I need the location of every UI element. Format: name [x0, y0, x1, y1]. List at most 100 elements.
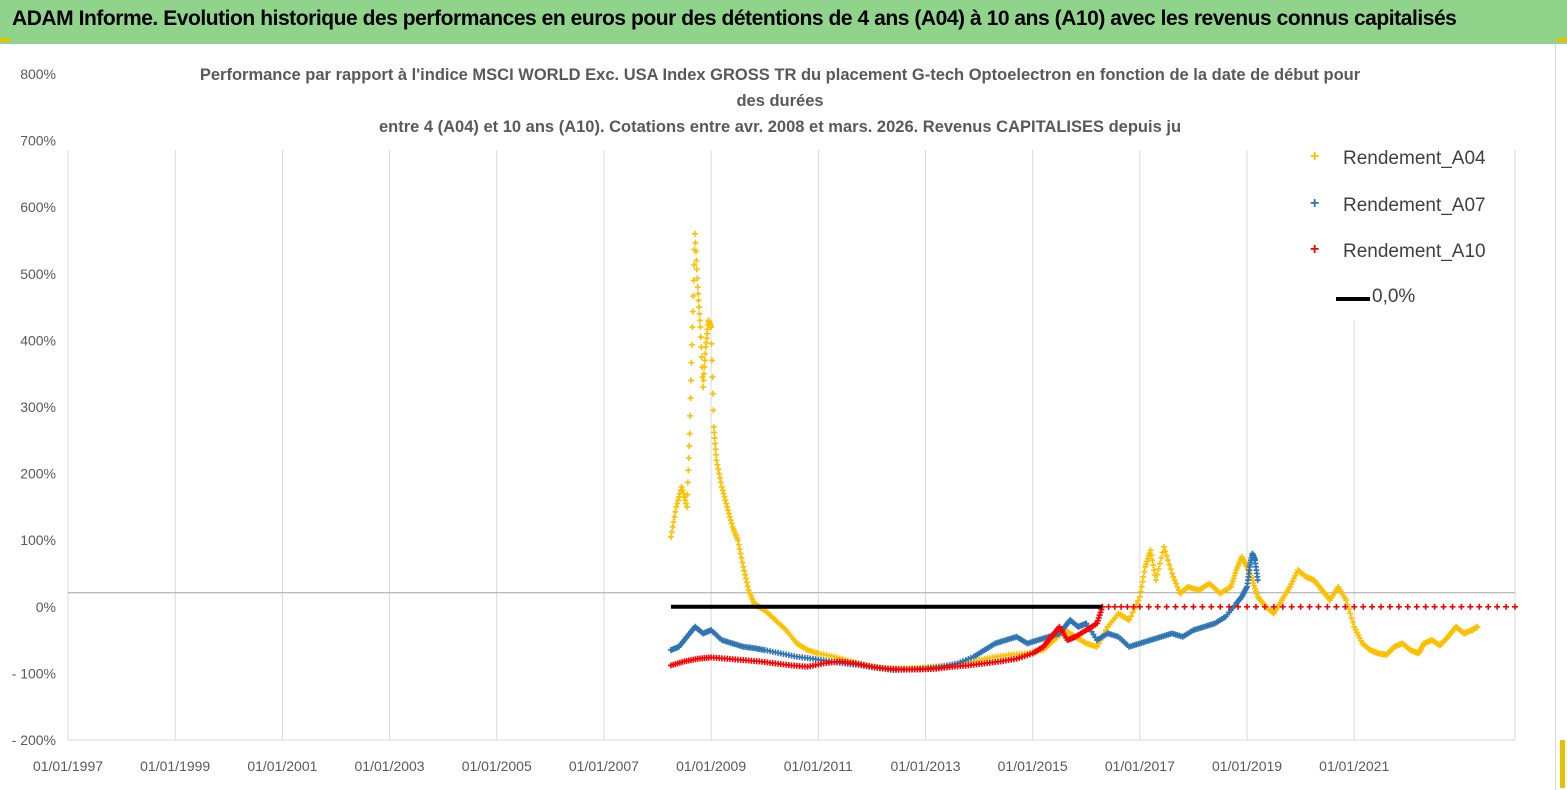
y-tick-label: 200%	[20, 466, 56, 482]
point-a04	[689, 324, 696, 331]
point-a04-interp	[690, 293, 697, 299]
point-a10	[1244, 603, 1251, 610]
corner-marker-tr	[1557, 38, 1567, 42]
x-tick-label: 01/01/2011	[784, 758, 853, 774]
chart-title: Performance par rapport à l'indice MSCI …	[150, 62, 1410, 140]
point-a04-interp	[736, 546, 743, 553]
point-a10	[1458, 603, 1465, 610]
point-a10-interp	[1476, 603, 1483, 610]
point-a10	[1351, 603, 1358, 610]
point-a04-interp	[675, 497, 682, 504]
chart-legend: + Rendement_A04 + Rendement_A07 + Rendem…	[1280, 140, 1510, 320]
point-a04-interp	[1171, 577, 1178, 584]
point-a04-interp	[720, 490, 727, 497]
point-a10-interp	[1449, 603, 1456, 610]
x-tick-label: 01/01/2009	[676, 758, 746, 774]
point-a10-interp	[1124, 603, 1131, 610]
point-a10-interp	[1208, 603, 1215, 610]
point-a04-interp	[717, 475, 724, 482]
point-a04-interp	[687, 412, 694, 419]
point-a10-interp	[1360, 603, 1367, 610]
x-tick-label: 01/01/2017	[1105, 758, 1175, 774]
point-a04-interp	[742, 575, 749, 582]
point-a04-interp	[737, 550, 744, 557]
point-a04-interp	[670, 518, 677, 525]
header-banner: ADAM Informe. Evolution historique des p…	[0, 0, 1567, 44]
point-a04-interp	[715, 466, 722, 473]
point-a04	[740, 563, 747, 570]
point-a04-interp	[674, 500, 681, 507]
point-a04-interp	[687, 395, 694, 402]
point-a04-interp	[726, 513, 733, 520]
corner-marker-br	[1560, 740, 1565, 788]
point-a10-interp	[1386, 603, 1393, 610]
point-a10-interp	[1324, 603, 1331, 610]
chart-title-line-3: entre 4 (A04) et 10 ans (A10). Cotations…	[378, 118, 1182, 136]
point-a04-interp	[716, 470, 723, 477]
point-a04-interp	[1154, 571, 1161, 578]
point-a04-interp	[1150, 562, 1157, 569]
point-a04-interp	[1166, 561, 1173, 568]
legend-marker-a10: +	[1310, 241, 1320, 258]
x-tick-label: 01/01/1997	[33, 758, 103, 774]
point-a10-interp	[1105, 603, 1112, 610]
point-a10-interp	[1118, 603, 1125, 610]
point-a04-interp	[685, 455, 692, 462]
point-a10-interp	[1145, 603, 1152, 610]
point-a10-interp	[1172, 603, 1179, 610]
point-a10-interp	[1485, 603, 1492, 610]
point-a10-interp	[1306, 603, 1313, 610]
point-a04-interp	[739, 559, 746, 566]
point-a04	[1160, 543, 1167, 550]
point-a04-interp	[700, 377, 707, 384]
point-a04-interp	[701, 364, 708, 371]
point-a04-interp	[1156, 560, 1163, 567]
point-a04-interp	[689, 308, 696, 315]
point-a10-interp	[1378, 603, 1385, 610]
point-a10-interp	[1130, 603, 1137, 610]
point-a04-interp	[683, 500, 690, 507]
point-a04-interp	[699, 374, 706, 381]
point-a04-interp	[694, 275, 701, 282]
point-a04	[1126, 617, 1133, 624]
point-a04-interp	[725, 510, 732, 517]
point-a04-interp	[702, 350, 709, 357]
point-a10-interp	[1467, 603, 1474, 610]
point-a04-interp	[709, 390, 716, 397]
x-tick-label: 01/01/2001	[247, 758, 317, 774]
point-a10-interp	[1440, 603, 1447, 610]
point-a04-interp	[708, 340, 715, 347]
x-tick-label: 01/01/1999	[140, 758, 210, 774]
y-tick-label: 0%	[36, 599, 56, 615]
y-tick-label: 300%	[20, 399, 56, 415]
point-a04-interp	[1174, 583, 1181, 590]
point-a04-interp	[709, 374, 716, 381]
point-a10-interp	[1217, 603, 1224, 610]
point-a04-interp	[696, 304, 703, 311]
point-a10-interp	[1163, 603, 1170, 610]
point-a04	[673, 503, 680, 510]
point-a10-interp	[1226, 603, 1233, 610]
point-a04-interp	[669, 523, 676, 530]
point-a04-interp	[1345, 606, 1352, 613]
chart-area	[0, 44, 1556, 790]
point-a04-interp	[1127, 613, 1134, 620]
point-a04	[678, 483, 685, 490]
point-a04-interp	[693, 257, 700, 264]
point-a04-interp	[685, 467, 692, 474]
point-a04	[686, 430, 693, 437]
point-a10	[1190, 603, 1197, 610]
y-tick-label: 100%	[20, 532, 56, 548]
point-a04-interp	[1137, 588, 1144, 595]
point-a04-interp	[710, 407, 717, 414]
point-a10-interp	[1315, 603, 1322, 610]
point-a04-interp	[679, 487, 686, 494]
point-a04-interp	[1167, 566, 1174, 573]
point-a04	[1169, 570, 1176, 577]
point-a04-interp	[693, 266, 700, 273]
chart-title-line-1: Performance par rapport à l'indice MSCI …	[199, 66, 1361, 84]
point-a04-interp	[690, 277, 697, 284]
point-a04-interp	[725, 507, 732, 514]
y-tick-label: - 200%	[12, 732, 56, 748]
